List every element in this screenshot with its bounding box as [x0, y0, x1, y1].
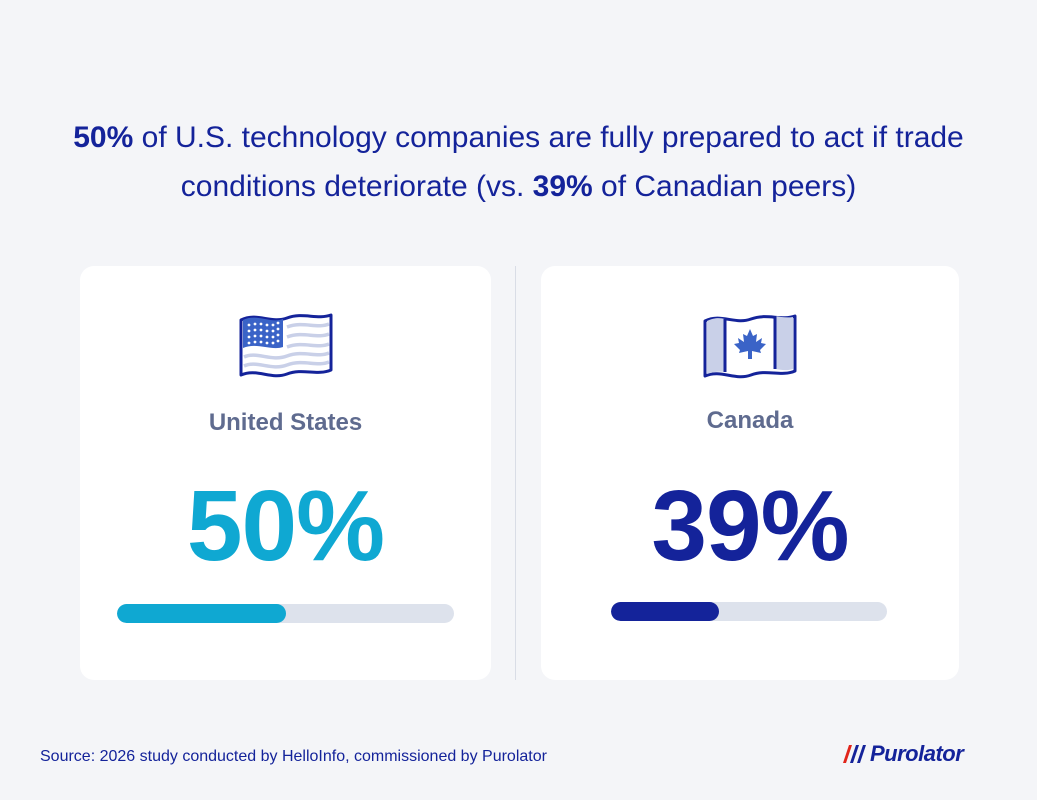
- country-label-us: United States: [208, 409, 363, 436]
- value-label-us: 50%: [186, 470, 385, 582]
- progress-fill-ca: [611, 602, 719, 621]
- us-flag-icon: [239, 313, 333, 378]
- progress-fill-us: [117, 604, 286, 623]
- headline-us-value: 50%: [73, 121, 134, 154]
- divider: [515, 266, 516, 680]
- headline: 50% of U.S. technology companies are ful…: [40, 113, 997, 211]
- canada-flag-icon: [703, 314, 797, 379]
- source-note: Source: 2026 study conducted by HelloInf…: [40, 748, 547, 765]
- value-label-ca: 39%: [651, 470, 849, 582]
- country-label-ca: Canada: [706, 407, 794, 434]
- purolator-logo: Purolator: [838, 740, 998, 768]
- canada-card: Canada 39%: [541, 266, 959, 680]
- purolator-wordmark: Purolator: [870, 741, 964, 766]
- purolator-mark-icon: [843, 745, 866, 763]
- headline-text-2: of Canadian peers): [592, 170, 857, 203]
- progress-track-us: [117, 604, 454, 623]
- headline-ca-value: 39%: [532, 170, 593, 203]
- headline-text-1: of U.S. technology companies are fully p…: [133, 121, 964, 203]
- progress-track-ca: [611, 602, 887, 621]
- us-card: United States 50%: [80, 266, 491, 680]
